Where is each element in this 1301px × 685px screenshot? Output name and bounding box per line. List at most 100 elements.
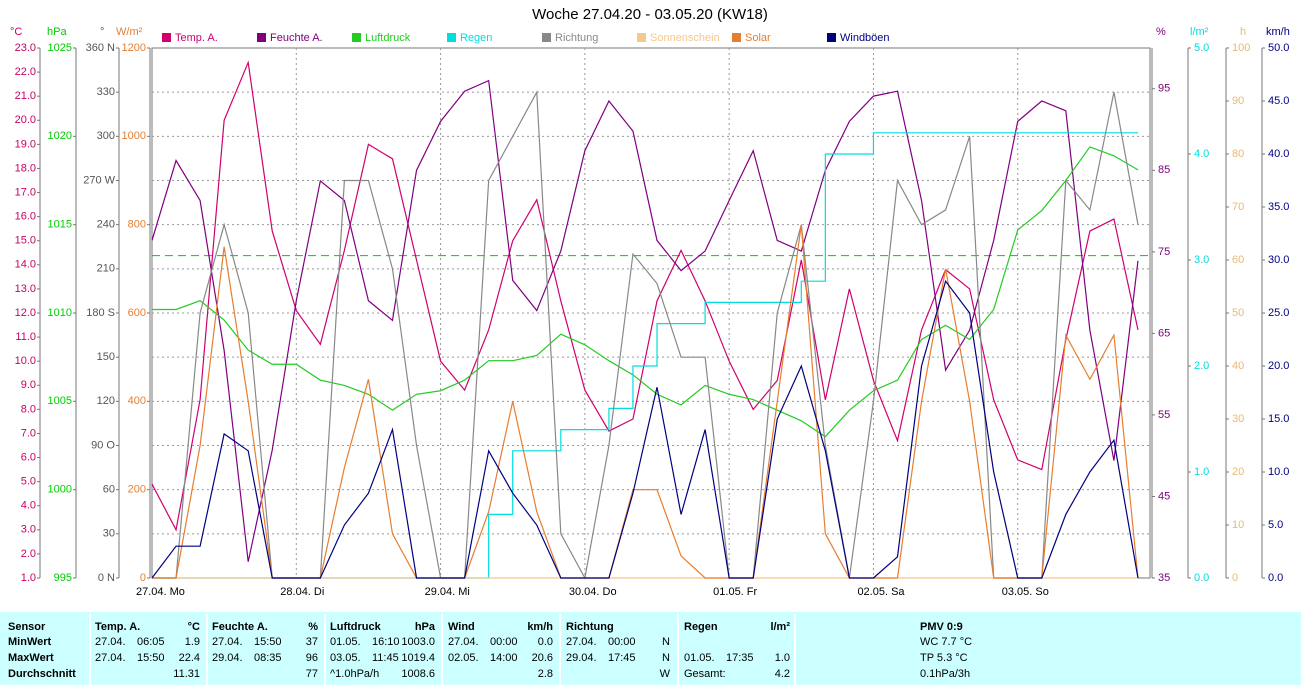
y-tick-label: 22.0 bbox=[15, 66, 36, 78]
stats-background bbox=[0, 612, 1301, 685]
table-header-unit: km/h bbox=[527, 621, 553, 633]
y-tick-label: 18.0 bbox=[15, 162, 36, 174]
x-tick-label: 01.05. Fr bbox=[713, 586, 757, 598]
series-line bbox=[151, 279, 1139, 579]
series-line bbox=[151, 79, 1139, 562]
table-header: Feuchte A. bbox=[212, 621, 268, 633]
y-tick-label: 1020 bbox=[48, 130, 72, 142]
legend-label: Richtung bbox=[555, 32, 598, 44]
y-tick-label: 35.0 bbox=[1268, 201, 1289, 213]
table-cell: 17:45 bbox=[608, 652, 636, 664]
y-tick-label: 55 bbox=[1158, 409, 1170, 421]
y-tick-label: 1000 bbox=[48, 484, 72, 496]
y-tick-label: 40.0 bbox=[1268, 148, 1289, 160]
legend-label: Luftdruck bbox=[365, 32, 411, 44]
y-tick-label: 50.0 bbox=[1268, 42, 1289, 54]
y-tick-label: 10.0 bbox=[1268, 466, 1289, 478]
table-cell: W bbox=[660, 668, 671, 680]
table-cell: 22.4 bbox=[179, 652, 200, 664]
y-tick-label: 20.0 bbox=[1268, 360, 1289, 372]
table-header-unit: % bbox=[308, 621, 318, 633]
y-tick-label: 4.0 bbox=[21, 500, 36, 512]
y-tick-label: 8.0 bbox=[21, 403, 36, 415]
y-tick-label: 120 bbox=[97, 395, 115, 407]
table-cell: N bbox=[662, 652, 670, 664]
y-tick-label: 11.0 bbox=[15, 331, 36, 343]
table-header-unit: hPa bbox=[415, 621, 436, 633]
y-tick-label: 0 bbox=[1232, 572, 1238, 584]
y-tick-label: 9.0 bbox=[21, 379, 36, 391]
x-tick-label: 30.04. Do bbox=[569, 586, 617, 598]
legend-swatch bbox=[827, 33, 836, 42]
legend-swatch bbox=[352, 33, 361, 42]
table-cell: Gesamt: bbox=[684, 668, 726, 680]
y-tick-label: 1015 bbox=[48, 219, 72, 231]
table-cell: WC 7.7 °C bbox=[920, 636, 972, 648]
y-tick-label: 360 N bbox=[86, 42, 115, 54]
y-tick-label: 60 bbox=[1232, 254, 1244, 266]
axis-unit: % bbox=[1156, 26, 1166, 38]
table-header: Temp. A. bbox=[95, 621, 140, 633]
y-tick-label: 5.0 bbox=[21, 476, 36, 488]
y-tick-label: 40 bbox=[1232, 360, 1244, 372]
y-tick-label: 17.0 bbox=[15, 186, 36, 198]
y-tick-label: 23.0 bbox=[15, 42, 36, 54]
y-tick-label: 330 bbox=[97, 86, 115, 98]
legend-swatch bbox=[732, 33, 741, 42]
table-cell: 11.31 bbox=[173, 668, 200, 680]
legend-swatch bbox=[447, 33, 456, 42]
y-tick-label: 45.0 bbox=[1268, 95, 1289, 107]
table-cell: 27.04. bbox=[212, 636, 243, 648]
y-tick-label: 20 bbox=[1232, 466, 1244, 478]
table-cell: 1.9 bbox=[185, 636, 200, 648]
y-tick-label: 240 bbox=[97, 219, 115, 231]
y-tick-label: 2.0 bbox=[21, 548, 36, 560]
table-cell: 0.0 bbox=[538, 636, 553, 648]
legend-swatch bbox=[257, 33, 266, 42]
table-cell: 27.04. bbox=[566, 636, 597, 648]
x-tick-label: 29.04. Mi bbox=[425, 586, 470, 598]
table-cell: 20.6 bbox=[532, 652, 553, 664]
table-cell: 0.1hPa/3h bbox=[920, 668, 970, 680]
y-tick-label: 13.0 bbox=[15, 283, 36, 295]
table-cell: 29.04. bbox=[566, 652, 597, 664]
x-tick-label: 27.04. Mo bbox=[136, 586, 185, 598]
y-tick-label: 15.0 bbox=[15, 235, 36, 247]
table-header-unit: l/m² bbox=[770, 621, 790, 633]
row-label: MinWert bbox=[8, 636, 52, 648]
row-label: Durchschnitt bbox=[8, 668, 76, 680]
table-cell: 2.8 bbox=[538, 668, 553, 680]
table-cell: 17:35 bbox=[726, 652, 754, 664]
y-tick-label: 30 bbox=[1232, 413, 1244, 425]
legend-swatch bbox=[162, 33, 171, 42]
table-cell: 37 bbox=[306, 636, 318, 648]
y-tick-label: 80 bbox=[1232, 148, 1244, 160]
y-tick-label: 10.0 bbox=[15, 355, 36, 367]
y-tick-label: 3.0 bbox=[21, 524, 36, 536]
table-cell: 01.05. bbox=[684, 652, 715, 664]
table-cell: 1.0 bbox=[775, 652, 790, 664]
table-header: Wind bbox=[448, 621, 475, 633]
legend-label: Sonnenschein bbox=[650, 32, 720, 44]
y-tick-label: 1010 bbox=[48, 307, 72, 319]
y-tick-label: 95 bbox=[1158, 83, 1170, 95]
axis-unit: ° bbox=[100, 26, 104, 38]
table-header: Sensor bbox=[8, 621, 46, 633]
table-cell: 15:50 bbox=[137, 652, 165, 664]
y-tick-label: 600 bbox=[128, 307, 146, 319]
table-cell: 00:00 bbox=[608, 636, 636, 648]
y-tick-label: 25.0 bbox=[1268, 307, 1289, 319]
y-tick-label: 60 bbox=[103, 484, 115, 496]
y-tick-label: 400 bbox=[128, 395, 146, 407]
y-tick-label: 30.0 bbox=[1268, 254, 1289, 266]
y-tick-label: 1000 bbox=[122, 130, 146, 142]
legend-label: Feuchte A. bbox=[270, 32, 323, 44]
y-tick-label: 65 bbox=[1158, 327, 1170, 339]
table-cell: 06:05 bbox=[137, 636, 165, 648]
table-header: Luftdruck bbox=[330, 621, 382, 633]
y-tick-label: 150 bbox=[97, 351, 115, 363]
table-cell: 14:00 bbox=[490, 652, 518, 664]
y-tick-label: 6.0 bbox=[21, 451, 36, 463]
table-cell: 03.05. bbox=[330, 652, 361, 664]
table-cell: 96 bbox=[306, 652, 318, 664]
